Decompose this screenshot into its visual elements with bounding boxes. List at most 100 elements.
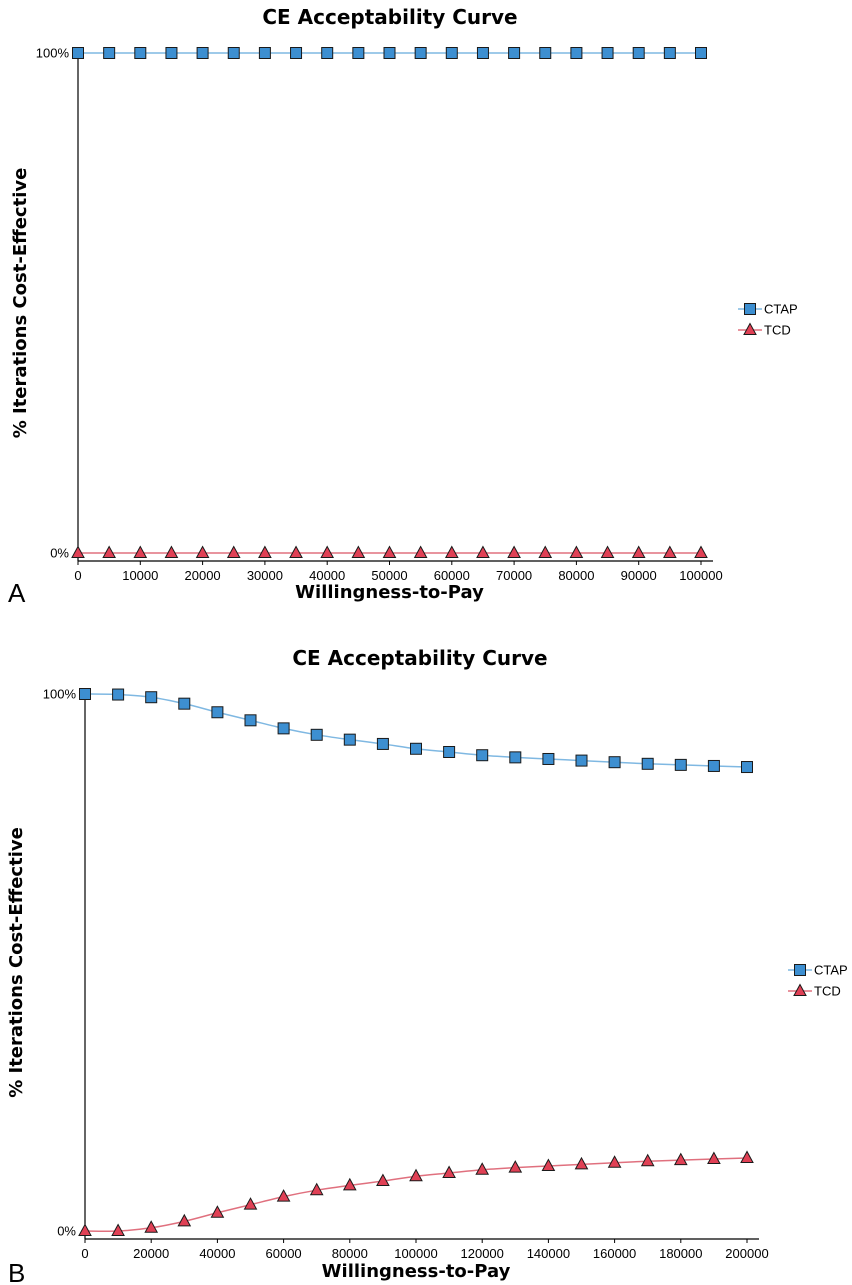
y-tick-label: 100%	[43, 687, 77, 702]
x-tick-label: 100000	[394, 1246, 437, 1261]
legend-label: CTAP	[764, 302, 798, 317]
legend-square-icon	[744, 303, 756, 315]
data-point-tcd	[195, 545, 210, 558]
x-tick-label: 0	[81, 1246, 88, 1261]
data-point-ctap	[103, 47, 116, 59]
data-point-tcd	[508, 1160, 523, 1173]
x-tick-label: 200000	[725, 1246, 768, 1261]
data-point-ctap	[445, 47, 458, 59]
data-point-ctap	[641, 757, 654, 770]
data-point-ctap	[343, 733, 356, 746]
data-point-ctap	[310, 728, 323, 741]
data-point-ctap	[383, 47, 396, 59]
data-point-tcd	[133, 545, 148, 558]
data-point-tcd	[111, 1223, 125, 1236]
data-point-ctap	[508, 47, 521, 59]
data-point-ctap	[79, 688, 91, 700]
y-axis-label: % Iterations Cost-Effective	[10, 168, 31, 439]
data-point-ctap	[211, 706, 224, 719]
y-tick-label: 100%	[36, 46, 70, 61]
series-ctap	[72, 47, 707, 59]
data-point-ctap	[321, 47, 334, 59]
data-point-ctap	[542, 752, 555, 765]
data-point-ctap	[476, 47, 489, 59]
x-tick-label: 30000	[247, 568, 283, 583]
data-point-tcd	[144, 1220, 159, 1233]
data-point-tcd	[707, 1151, 721, 1165]
x-tick-label: 140000	[527, 1246, 570, 1261]
data-point-ctap	[632, 47, 645, 59]
legend-square-icon	[794, 964, 806, 976]
chart-panel-a: CE Acceptability Curve 0% 100% 0 10000 20000 3…	[8, 5, 798, 608]
data-point-ctap	[443, 745, 456, 758]
legend-triangle-icon	[793, 983, 807, 996]
panel-letter: A	[8, 578, 26, 608]
data-point-ctap	[608, 756, 621, 769]
data-point-tcd	[600, 545, 615, 558]
data-point-ctap	[112, 688, 125, 701]
data-point-ctap	[165, 47, 178, 59]
legend: CTAP TCD	[788, 963, 848, 999]
data-point-tcd	[243, 1197, 258, 1210]
data-point-ctap	[134, 47, 147, 59]
data-point-tcd	[164, 545, 179, 558]
legend-label: TCD	[764, 323, 791, 338]
data-point-ctap	[570, 47, 583, 59]
series-ctap	[79, 688, 753, 774]
x-tick-label: 0	[74, 568, 81, 583]
data-point-ctap	[414, 47, 427, 59]
data-point-tcd	[541, 1158, 556, 1172]
data-point-ctap	[244, 714, 257, 727]
chart-title: CE Acceptability Curve	[262, 5, 517, 29]
data-point-ctap	[476, 749, 489, 762]
x-tick-label: 60000	[434, 568, 470, 583]
data-point-ctap	[196, 47, 209, 59]
data-point-ctap	[509, 751, 522, 764]
x-tick-label: 10000	[122, 568, 158, 583]
data-point-ctap	[178, 697, 191, 710]
data-point-tcd	[320, 545, 335, 558]
data-point-ctap	[277, 722, 290, 735]
data-point-tcd	[78, 1223, 92, 1236]
data-point-ctap	[674, 758, 687, 771]
x-tick-label: 70000	[496, 568, 532, 583]
series-tcd	[78, 1150, 754, 1236]
x-tick-label: 40000	[199, 1246, 235, 1261]
data-point-ctap	[695, 47, 707, 59]
data-point-tcd	[444, 545, 459, 558]
data-point-ctap	[539, 47, 552, 59]
panel-letter: B	[8, 1258, 25, 1285]
data-point-tcd	[538, 545, 553, 558]
y-tick-label: 0%	[50, 546, 69, 561]
data-point-ctap	[741, 761, 753, 774]
x-tick-label: 120000	[461, 1246, 504, 1261]
data-point-tcd	[226, 545, 241, 558]
data-point-tcd	[663, 545, 677, 558]
data-point-tcd	[210, 1205, 225, 1218]
data-point-tcd	[607, 1155, 622, 1168]
data-point-tcd	[413, 545, 428, 558]
data-point-tcd	[376, 1173, 390, 1187]
x-tick-label: 20000	[185, 568, 221, 583]
chart-title: CE Acceptability Curve	[292, 646, 547, 670]
legend-label: TCD	[814, 984, 841, 999]
data-point-ctap	[352, 47, 365, 59]
x-axis-label: Willingness-to-Pay	[322, 1261, 511, 1282]
data-point-tcd	[569, 545, 584, 558]
data-point-ctap	[376, 737, 389, 750]
data-point-ctap	[575, 754, 588, 767]
data-point-tcd	[71, 545, 85, 558]
data-point-ctap	[707, 759, 720, 772]
data-point-ctap	[227, 47, 240, 59]
x-tick-label: 180000	[659, 1246, 702, 1261]
series-tcd	[71, 545, 708, 558]
x-tick-label: 100000	[679, 568, 722, 583]
data-point-tcd	[258, 545, 272, 558]
data-point-tcd	[289, 545, 303, 558]
y-tick-label: 0%	[57, 1224, 76, 1239]
data-point-ctap	[663, 47, 676, 59]
data-point-tcd	[507, 545, 521, 558]
data-point-tcd	[475, 1162, 490, 1175]
data-point-tcd	[476, 545, 490, 558]
data-point-ctap	[72, 47, 84, 59]
